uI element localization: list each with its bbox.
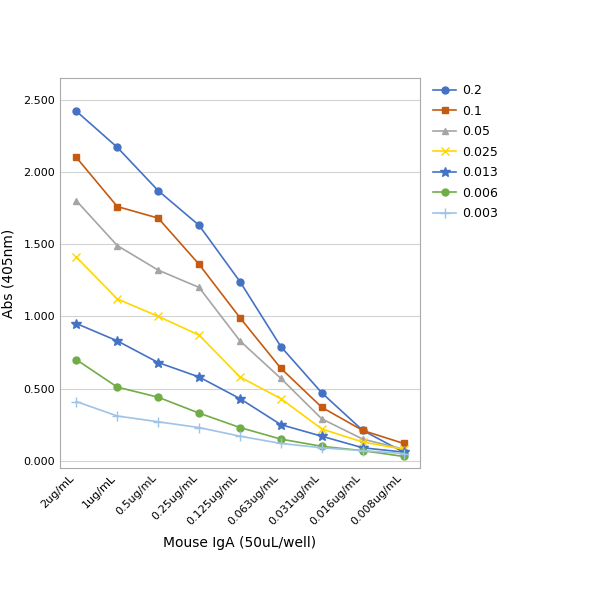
0.05: [359, 436, 367, 443]
0.013: [196, 373, 203, 380]
0.1: [73, 154, 80, 161]
0.013: [113, 337, 121, 344]
0.003: [400, 450, 407, 457]
0.05: [277, 375, 284, 382]
0.1: [400, 440, 407, 447]
0.2: [236, 278, 244, 285]
Y-axis label: Abs (405nm): Abs (405nm): [1, 229, 15, 317]
0.025: [318, 425, 325, 433]
Line: 0.003: 0.003: [71, 397, 409, 458]
0.013: [359, 444, 367, 451]
0.003: [277, 440, 284, 447]
0.006: [196, 410, 203, 417]
0.1: [277, 365, 284, 372]
0.2: [155, 187, 162, 194]
0.003: [196, 424, 203, 431]
0.05: [236, 337, 244, 344]
0.003: [318, 444, 325, 451]
0.006: [155, 394, 162, 401]
0.2: [73, 107, 80, 115]
0.2: [318, 389, 325, 397]
0.006: [359, 447, 367, 454]
0.1: [359, 427, 367, 434]
0.006: [318, 443, 325, 450]
0.025: [155, 313, 162, 320]
0.013: [277, 421, 284, 428]
0.2: [113, 144, 121, 151]
0.1: [236, 314, 244, 322]
0.05: [155, 266, 162, 274]
Line: 0.013: 0.013: [71, 319, 409, 457]
0.1: [196, 261, 203, 268]
0.025: [359, 439, 367, 446]
0.05: [73, 197, 80, 205]
0.013: [318, 433, 325, 440]
Line: 0.1: 0.1: [73, 154, 407, 447]
0.006: [73, 356, 80, 363]
0.006: [113, 383, 121, 391]
0.025: [73, 254, 80, 261]
Legend: 0.2, 0.1, 0.05, 0.025, 0.013, 0.006, 0.003: 0.2, 0.1, 0.05, 0.025, 0.013, 0.006, 0.0…: [433, 84, 498, 220]
Line: 0.05: 0.05: [73, 197, 407, 452]
0.05: [113, 242, 121, 249]
0.1: [155, 215, 162, 222]
0.025: [113, 295, 121, 302]
0.013: [155, 359, 162, 366]
0.1: [318, 404, 325, 411]
Line: 0.006: 0.006: [73, 356, 407, 460]
0.003: [236, 433, 244, 440]
0.1: [113, 203, 121, 210]
0.003: [155, 418, 162, 425]
0.05: [318, 415, 325, 422]
X-axis label: Mouse IgA (50uL/well): Mouse IgA (50uL/well): [163, 536, 317, 550]
Line: 0.025: 0.025: [72, 253, 408, 454]
0.006: [277, 436, 284, 443]
0.2: [196, 222, 203, 229]
0.2: [277, 343, 284, 350]
0.006: [400, 453, 407, 460]
0.025: [196, 332, 203, 339]
0.006: [236, 424, 244, 431]
0.025: [400, 446, 407, 453]
0.003: [73, 398, 80, 405]
0.05: [400, 446, 407, 453]
0.025: [236, 373, 244, 380]
0.013: [236, 395, 244, 402]
Line: 0.2: 0.2: [73, 108, 407, 455]
0.025: [277, 395, 284, 402]
0.003: [113, 412, 121, 419]
0.003: [359, 447, 367, 454]
0.013: [73, 320, 80, 327]
0.013: [400, 449, 407, 456]
0.2: [359, 427, 367, 434]
0.05: [196, 284, 203, 291]
0.2: [400, 449, 407, 456]
